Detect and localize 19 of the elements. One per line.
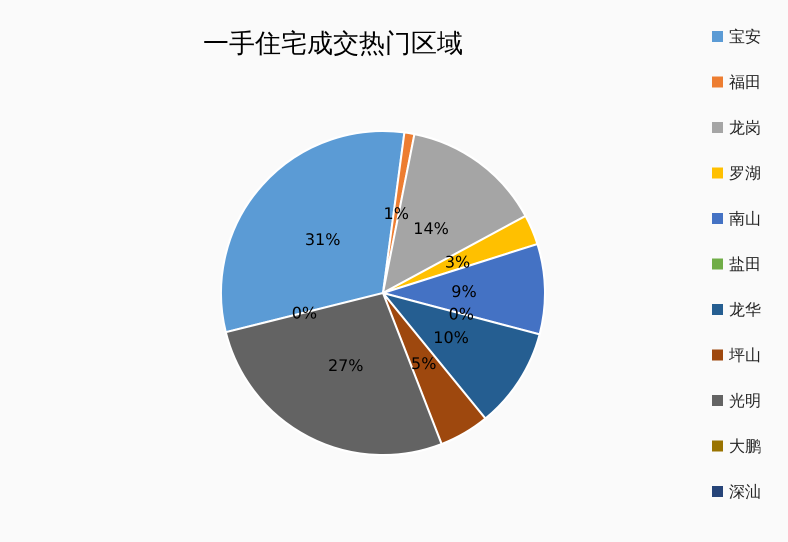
data-label: 10% — [433, 328, 469, 347]
legend-label: 龙华 — [729, 300, 761, 319]
data-label: 31% — [304, 230, 340, 250]
chart-title: 一手住宅成交热门区域 — [203, 29, 463, 59]
data-label: 9% — [451, 282, 477, 302]
legend-label: 罗湖 — [729, 164, 761, 182]
legend-label: 福田 — [729, 72, 761, 92]
legend-label: 南山 — [729, 209, 761, 228]
legend-label: 龙岗 — [729, 118, 761, 137]
legend-label: 坪山 — [728, 346, 761, 364]
legend-label: 宝安 — [729, 27, 761, 46]
data-label: 5% — [411, 354, 436, 374]
legend-label: 光明 — [729, 391, 761, 410]
data-label: 27% — [328, 356, 364, 375]
data-label: 3% — [444, 252, 470, 272]
legend-label: 盐田 — [729, 254, 761, 274]
legend-label: 深汕 — [729, 482, 761, 501]
data-label: 14% — [413, 218, 449, 238]
legend-label: 大鹏 — [729, 436, 761, 456]
